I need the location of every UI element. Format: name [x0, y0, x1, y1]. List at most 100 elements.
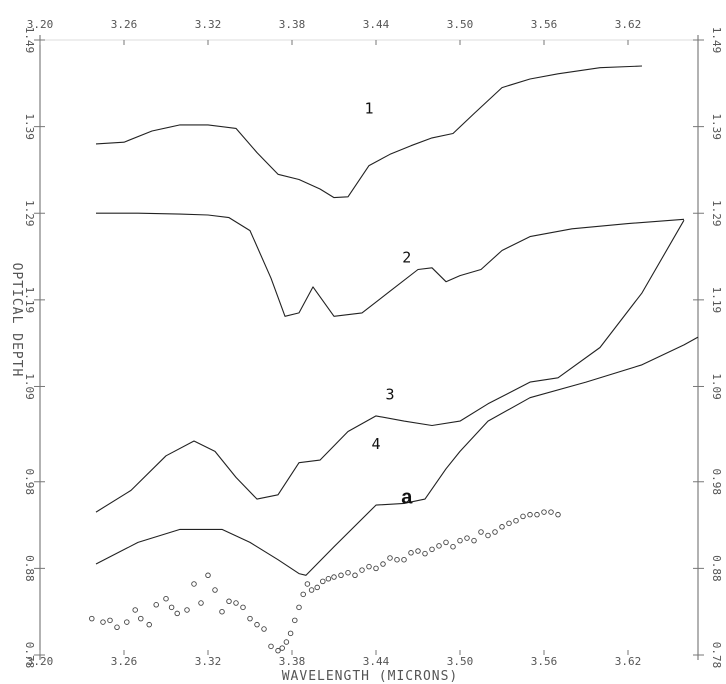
data-point-a: [457, 537, 463, 544]
x-tick-label-top: 3.20: [27, 18, 54, 31]
y-tick-label-left: 0.78: [23, 642, 36, 669]
data-point-a: [191, 581, 197, 587]
data-point-a: [153, 602, 159, 608]
x-axis-title: WAVELENGTH (MICRONS): [282, 669, 459, 684]
data-point-a: [338, 572, 344, 579]
data-point-a: [443, 539, 449, 546]
chart-curves: [95, 65, 699, 576]
data-point-a: [304, 581, 311, 587]
y-axis-title: OPTICAL DEPTH: [9, 263, 24, 378]
data-point-a: [275, 647, 281, 654]
data-point-a: [520, 513, 526, 520]
data-point-a: [100, 619, 106, 625]
data-point-a: [471, 537, 477, 544]
data-point-a: [436, 543, 442, 549]
series-line-2: [96, 212, 685, 317]
data-point-a: [499, 524, 505, 530]
y-tick-label-left: 1.49: [23, 27, 36, 54]
data-point-a: [174, 610, 180, 617]
data-point-a: [287, 630, 294, 637]
data-point-a: [492, 529, 498, 535]
x-tick-label-bottom: 3.56: [531, 655, 558, 668]
data-point-a: [415, 548, 421, 554]
data-point-a: [429, 546, 435, 553]
x-tick-label-top: 3.44: [363, 18, 390, 31]
data-point-a: [114, 624, 120, 631]
x-tick-label-top: 3.56: [531, 18, 558, 31]
y-tick-label-left: 1.29: [23, 200, 36, 227]
x-tick-label-top: 3.38: [279, 18, 306, 31]
data-point-a: [320, 578, 326, 585]
series-label-3: 3: [385, 385, 394, 403]
data-point-a: [345, 569, 351, 576]
data-point-a: [478, 529, 484, 535]
data-point-a: [89, 615, 95, 622]
x-tick-label-top: 3.26: [111, 18, 138, 31]
panel-label-a: a: [401, 486, 413, 508]
series-label-1: 1: [364, 100, 373, 118]
data-point-a: [401, 556, 407, 563]
data-point-a: [380, 561, 386, 567]
data-point-a: [292, 617, 298, 624]
data-point-a: [325, 576, 332, 582]
y-tick-label-left: 0.98: [23, 469, 36, 496]
data-point-a: [506, 520, 512, 527]
data-point-a: [314, 584, 320, 591]
data-point-a: [422, 550, 428, 557]
data-point-a: [283, 639, 290, 645]
data-point-a: [254, 621, 260, 628]
y-tick-label-right: 1.29: [710, 200, 723, 227]
y-tick-label-right: 1.39: [710, 113, 723, 140]
data-point-a: [268, 643, 274, 650]
data-point-a: [408, 550, 414, 556]
x-tick-label-top: 3.50: [447, 18, 474, 31]
data-point-a: [226, 598, 232, 605]
x-tick-label-bottom: 3.62: [615, 655, 642, 668]
series-label-2: 2: [402, 249, 411, 267]
data-point-a: [296, 604, 302, 611]
data-point-a: [261, 626, 267, 632]
data-point-a: [163, 595, 169, 602]
data-point-a: [212, 587, 218, 593]
y-tick-label-right: 1.19: [710, 287, 723, 314]
y-tick-label-right: 1.49: [710, 27, 723, 54]
data-point-a: [198, 600, 204, 606]
x-tick-label-bottom: 3.26: [111, 655, 138, 668]
data-point-a: [132, 607, 138, 613]
data-point-a: [300, 591, 306, 598]
data-point-a: [124, 619, 130, 625]
y-tick-label-right: 0.98: [710, 469, 723, 496]
data-point-a: [464, 535, 470, 541]
x-tick-label-top: 3.32: [195, 18, 222, 31]
x-tick-label-bottom: 3.50: [447, 655, 474, 668]
series-line-4: [95, 336, 699, 576]
data-point-a: [450, 543, 456, 550]
data-point-a: [308, 587, 315, 593]
data-point-a: [387, 555, 393, 561]
data-point-a: [184, 607, 190, 613]
data-point-a: [373, 565, 379, 572]
data-point-a: [394, 556, 400, 563]
data-point-a: [240, 604, 246, 611]
data-point-a: [548, 509, 554, 515]
data-point-a: [233, 600, 239, 606]
data-point-a: [352, 572, 358, 579]
data-point-a: [331, 574, 337, 580]
y-tick-label-left: 1.19: [23, 287, 36, 314]
data-point-a: [247, 615, 253, 622]
data-point-a: [541, 509, 547, 515]
axis-ticks: 3.20 3.20 3.26 3.26 3.32 3.32 3.38 3.38 3.44 3.44…: [23, 18, 723, 668]
data-point-a: [138, 615, 144, 622]
x-tick-label-bottom: 3.20: [27, 655, 54, 668]
x-tick-label-top: 3.62: [615, 18, 642, 31]
x-tick-label-bottom: 3.38: [279, 655, 306, 668]
y-tick-label-right: 0.78: [710, 642, 723, 669]
y-tick-label-left: 1.39: [23, 113, 36, 140]
y-tick-label-left: 1.09: [23, 373, 36, 400]
data-point-a: [359, 567, 365, 573]
data-point-a: [146, 621, 152, 628]
y-tick-label-left: 0.88: [23, 555, 36, 582]
data-point-a: [205, 572, 211, 579]
chart-markers: [89, 509, 561, 654]
